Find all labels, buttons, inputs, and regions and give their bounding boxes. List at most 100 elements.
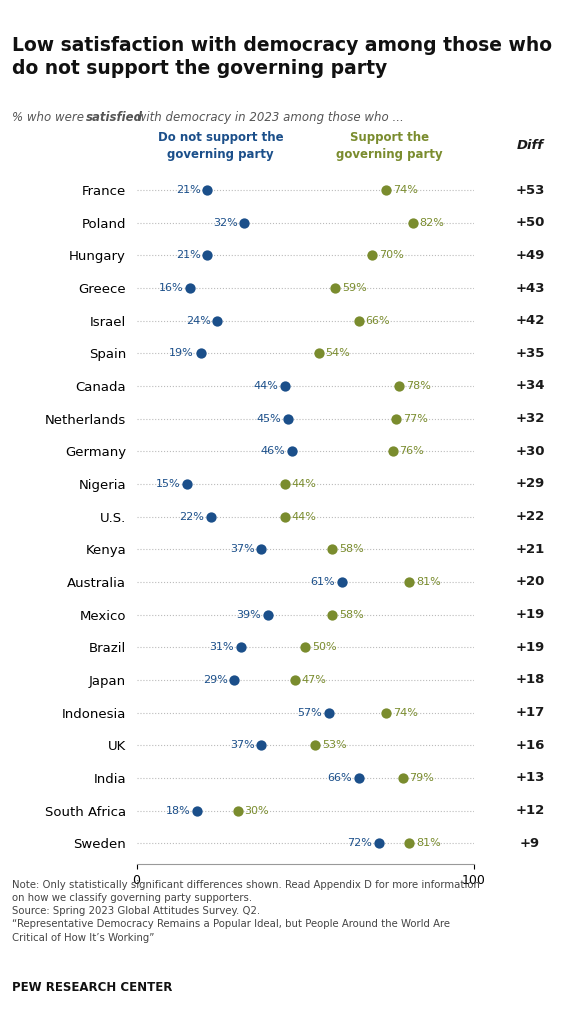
Point: [213, 312, 222, 328]
Text: 44%: 44%: [253, 381, 278, 391]
Text: 54%: 54%: [325, 348, 350, 358]
Text: 15%: 15%: [156, 479, 180, 489]
Text: +42: +42: [515, 314, 545, 327]
Text: 16%: 16%: [159, 283, 184, 293]
Text: 74%: 74%: [393, 185, 418, 195]
Point: [398, 769, 407, 786]
Text: % who were: % who were: [12, 112, 87, 124]
Point: [280, 508, 289, 525]
Point: [206, 508, 216, 525]
Text: 44%: 44%: [292, 479, 317, 489]
Text: satisfied: satisfied: [85, 112, 142, 124]
Text: Note: Only statistically significant differences shown. Read Appendix D for more: Note: Only statistically significant dif…: [12, 880, 479, 942]
Point: [280, 377, 289, 394]
Text: 44%: 44%: [292, 512, 317, 522]
Point: [368, 248, 377, 264]
Text: +13: +13: [515, 771, 545, 785]
Point: [381, 182, 390, 198]
Point: [233, 802, 242, 818]
Text: 46%: 46%: [260, 446, 285, 456]
Text: 58%: 58%: [339, 610, 364, 620]
Text: +9: +9: [520, 837, 540, 850]
Text: +16: +16: [515, 739, 545, 752]
Text: +17: +17: [515, 706, 545, 719]
Text: +53: +53: [515, 183, 545, 196]
Text: +22: +22: [515, 510, 545, 523]
Text: 81%: 81%: [416, 838, 441, 848]
Text: +18: +18: [515, 673, 545, 686]
Point: [408, 215, 418, 231]
Text: 66%: 66%: [328, 773, 352, 783]
Text: 30%: 30%: [245, 805, 269, 815]
Text: 31%: 31%: [210, 642, 234, 653]
Point: [327, 607, 336, 623]
Text: +30: +30: [515, 445, 545, 458]
Text: 21%: 21%: [176, 251, 200, 260]
Point: [338, 574, 347, 590]
Point: [388, 443, 397, 459]
Point: [257, 737, 266, 753]
Text: 77%: 77%: [403, 413, 428, 424]
Point: [192, 802, 202, 818]
Text: +34: +34: [515, 380, 545, 393]
Text: Support the
governing party: Support the governing party: [336, 131, 443, 161]
Point: [263, 607, 272, 623]
Text: 37%: 37%: [229, 544, 254, 554]
Point: [324, 705, 333, 721]
Point: [284, 410, 293, 427]
Text: PEW RESEARCH CENTER: PEW RESEARCH CENTER: [12, 981, 172, 994]
Text: Low satisfaction with democracy among those who
do not support the governing par: Low satisfaction with democracy among th…: [12, 36, 551, 78]
Point: [236, 639, 246, 656]
Point: [405, 835, 414, 851]
Point: [290, 672, 300, 688]
Text: 39%: 39%: [236, 610, 261, 620]
Text: 19%: 19%: [169, 348, 194, 358]
Text: 47%: 47%: [302, 675, 327, 685]
Text: 70%: 70%: [379, 251, 404, 260]
Text: +21: +21: [515, 543, 545, 555]
Point: [354, 769, 364, 786]
Point: [375, 835, 384, 851]
Point: [331, 280, 340, 297]
Text: 53%: 53%: [322, 741, 346, 750]
Point: [354, 312, 364, 328]
Text: 18%: 18%: [166, 805, 191, 815]
Text: 37%: 37%: [229, 741, 254, 750]
Text: +29: +29: [515, 478, 545, 490]
Text: 22%: 22%: [179, 512, 204, 522]
Text: 72%: 72%: [347, 838, 372, 848]
Point: [182, 476, 192, 492]
Text: +19: +19: [515, 640, 545, 654]
Text: +12: +12: [515, 804, 545, 817]
Text: 50%: 50%: [312, 642, 336, 653]
Text: +43: +43: [515, 281, 545, 295]
Text: 74%: 74%: [393, 708, 418, 717]
Text: 76%: 76%: [399, 446, 424, 456]
Text: 79%: 79%: [410, 773, 435, 783]
Text: +20: +20: [515, 575, 545, 588]
Point: [287, 443, 296, 459]
Point: [394, 377, 404, 394]
Text: +32: +32: [515, 412, 545, 426]
Point: [186, 280, 195, 297]
Text: 21%: 21%: [176, 185, 200, 195]
Text: +35: +35: [515, 347, 545, 360]
Text: 66%: 66%: [365, 316, 390, 325]
Text: 61%: 61%: [311, 577, 335, 587]
Text: 78%: 78%: [406, 381, 431, 391]
Text: 59%: 59%: [342, 283, 367, 293]
Text: Do not support the
governing party: Do not support the governing party: [158, 131, 284, 161]
Point: [203, 182, 212, 198]
Point: [314, 345, 323, 361]
Point: [240, 215, 249, 231]
Text: 81%: 81%: [416, 577, 441, 587]
Point: [280, 476, 289, 492]
Text: 29%: 29%: [203, 675, 228, 685]
Point: [300, 639, 310, 656]
Point: [381, 705, 390, 721]
Text: 24%: 24%: [186, 316, 211, 325]
Point: [203, 248, 212, 264]
Text: 82%: 82%: [419, 218, 444, 228]
Text: +50: +50: [515, 216, 545, 229]
Text: +19: +19: [515, 608, 545, 621]
